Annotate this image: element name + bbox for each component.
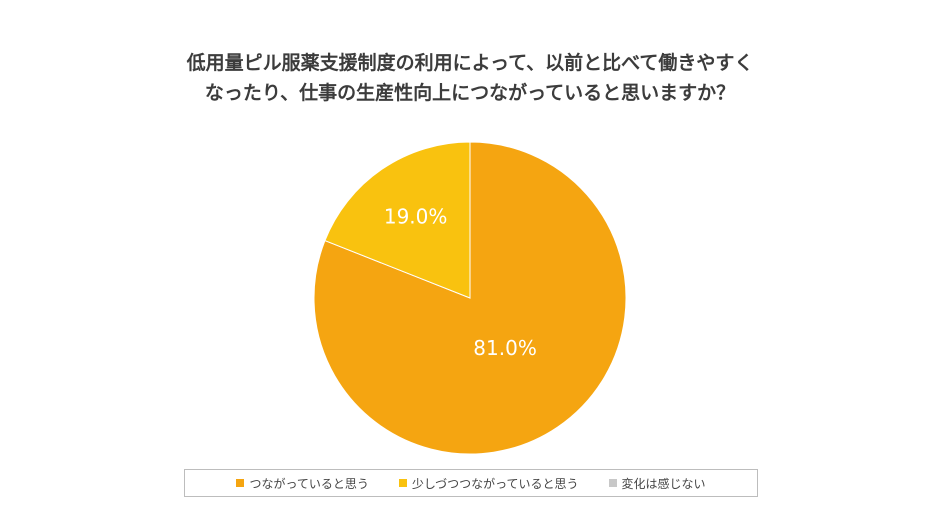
pie-label-1: 19.0% — [384, 205, 448, 229]
legend-swatch-2 — [608, 479, 617, 487]
pie-label-0: 81.0% — [473, 336, 537, 360]
chart-title-line-2: なったり、仕事の生産性向上につながっていると思いますか？ — [204, 82, 736, 104]
legend-item-0: つながっていると思う — [236, 475, 369, 492]
legend-label-2: 変化は感じない — [621, 476, 706, 491]
legend-swatch-0 — [236, 479, 245, 487]
chart-title-line-1: 低用量ピル服薬支援制度の利用によって、以前と比べて働きやすく — [186, 52, 754, 74]
chart-title: 低用量ピル服薬支援制度の利用によって、以前と比べて働きやすく なったり、仕事の生… — [0, 48, 940, 108]
pie-slice-1 — [324, 141, 471, 299]
legend-item-2: 変化は感じない — [608, 475, 706, 492]
legend-swatch-1 — [398, 479, 407, 487]
legend: つながっていると思う 少しづつつながっていると思う 変化は感じない — [184, 469, 758, 497]
legend-item-1: 少しづつつながっていると思う — [398, 475, 579, 492]
legend-label-1: 少しづつつながっていると思う — [411, 476, 579, 491]
legend-label-0: つながっていると思う — [249, 476, 369, 491]
